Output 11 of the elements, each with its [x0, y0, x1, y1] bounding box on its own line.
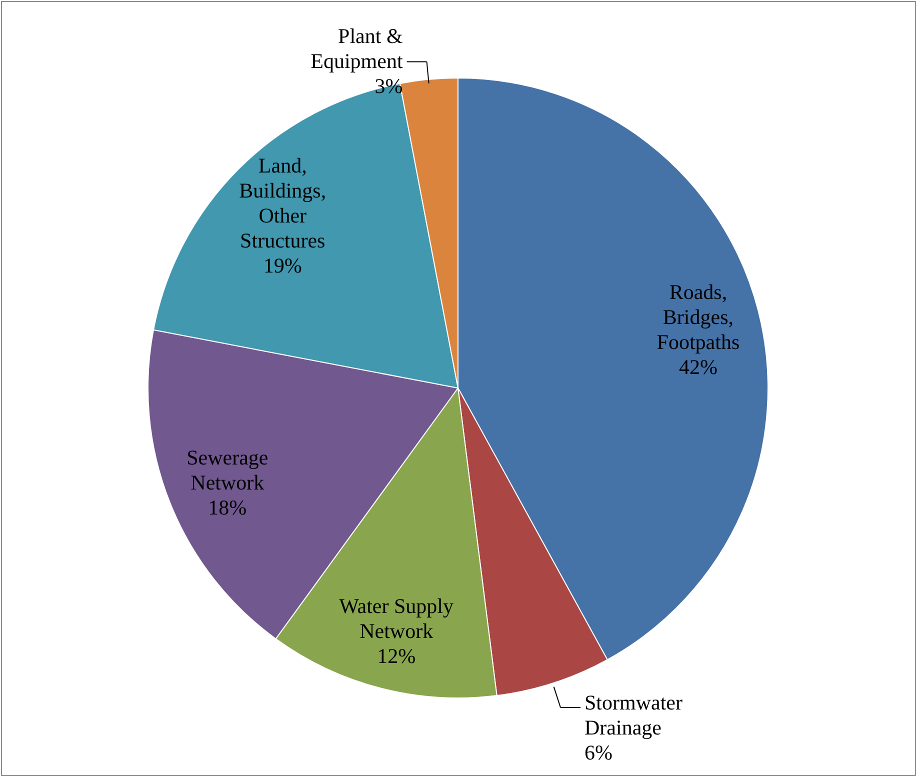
data-label: 6% [584, 740, 612, 764]
data-label: 18% [208, 495, 247, 520]
slice-label: Plant & Equipment [310, 24, 403, 73]
data-label: 42% [678, 354, 718, 379]
slice-label: Land, Buildings, Other Structures [239, 154, 326, 253]
slice-label: Water Supply Network [339, 594, 454, 644]
data-label: 12% [377, 644, 416, 668]
data-label: 19% [263, 254, 302, 278]
slice-label: Roads, Bridges, Footpaths [656, 280, 740, 354]
slice-label: Stormwater Drainage [584, 690, 682, 740]
slice-label: Sewerage Network [186, 445, 268, 494]
